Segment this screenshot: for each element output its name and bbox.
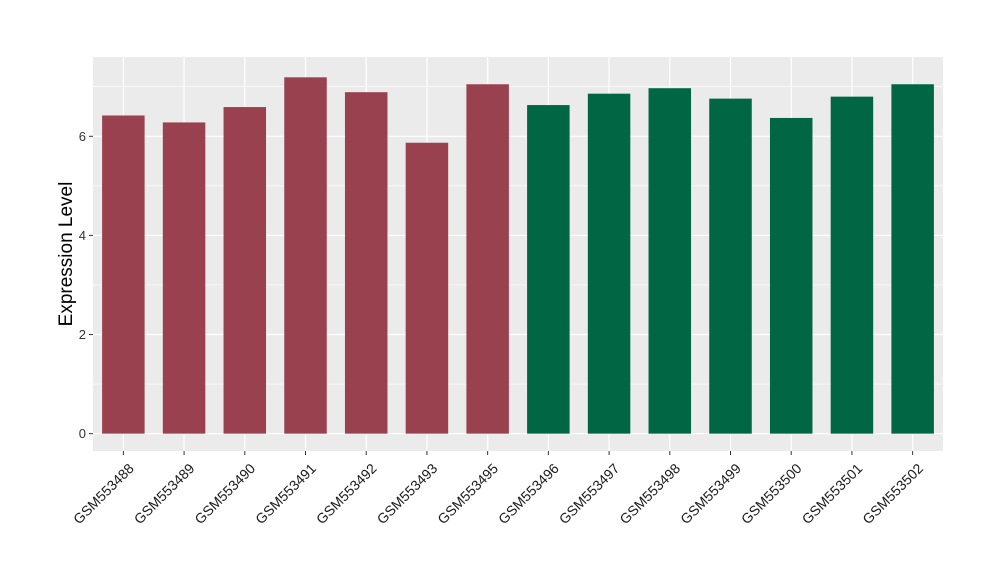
x-axis: GSM553488GSM553489GSM553490GSM553491GSM5… [70, 451, 926, 527]
bar-gsm553500 [769, 117, 813, 434]
bar-gsm553491 [284, 77, 327, 434]
x-tick-label: GSM553496 [495, 460, 562, 527]
x-tick-label: GSM553492 [313, 460, 380, 527]
y-axis: 0 2 4 6 [79, 129, 93, 441]
y-axis-title: Expression Level [56, 182, 77, 327]
x-tick-label: GSM553495 [434, 460, 501, 527]
bar-gsm553501 [830, 96, 874, 434]
bar-gsm553498 [648, 88, 692, 434]
bar-gsm553495 [466, 84, 509, 434]
bar-gsm553489 [162, 122, 206, 434]
x-tick-label: GSM553499 [677, 460, 744, 527]
bars [102, 77, 934, 434]
x-tick-label: GSM553491 [252, 460, 319, 527]
bar-gsm553502 [891, 84, 934, 434]
bar-gsm553499 [709, 98, 752, 434]
y-tick-label: 6 [79, 129, 86, 144]
x-tick-label: GSM553501 [799, 460, 866, 527]
plot-panel [93, 57, 943, 451]
y-tick-label: 4 [79, 228, 86, 243]
y-tick-label: 2 [79, 327, 86, 342]
x-tick-label: GSM553490 [191, 460, 258, 527]
x-tick-label: GSM553500 [738, 460, 805, 527]
x-tick-label: GSM553502 [859, 460, 926, 527]
x-tick-label: GSM553493 [374, 460, 441, 527]
bar-gsm553488 [102, 115, 145, 434]
x-tick-label: GSM553489 [131, 460, 198, 527]
bar-gsm553490 [223, 107, 267, 434]
x-tick-label: GSM553497 [556, 460, 623, 527]
bar-gsm553496 [527, 105, 570, 434]
x-tick-label: GSM553488 [70, 460, 137, 527]
y-tick-label: 0 [79, 426, 86, 441]
x-tick-label: GSM553498 [616, 460, 683, 527]
bar-gsm553497 [587, 93, 631, 434]
bar-gsm553493 [405, 142, 449, 434]
bar-gsm553492 [344, 92, 388, 434]
